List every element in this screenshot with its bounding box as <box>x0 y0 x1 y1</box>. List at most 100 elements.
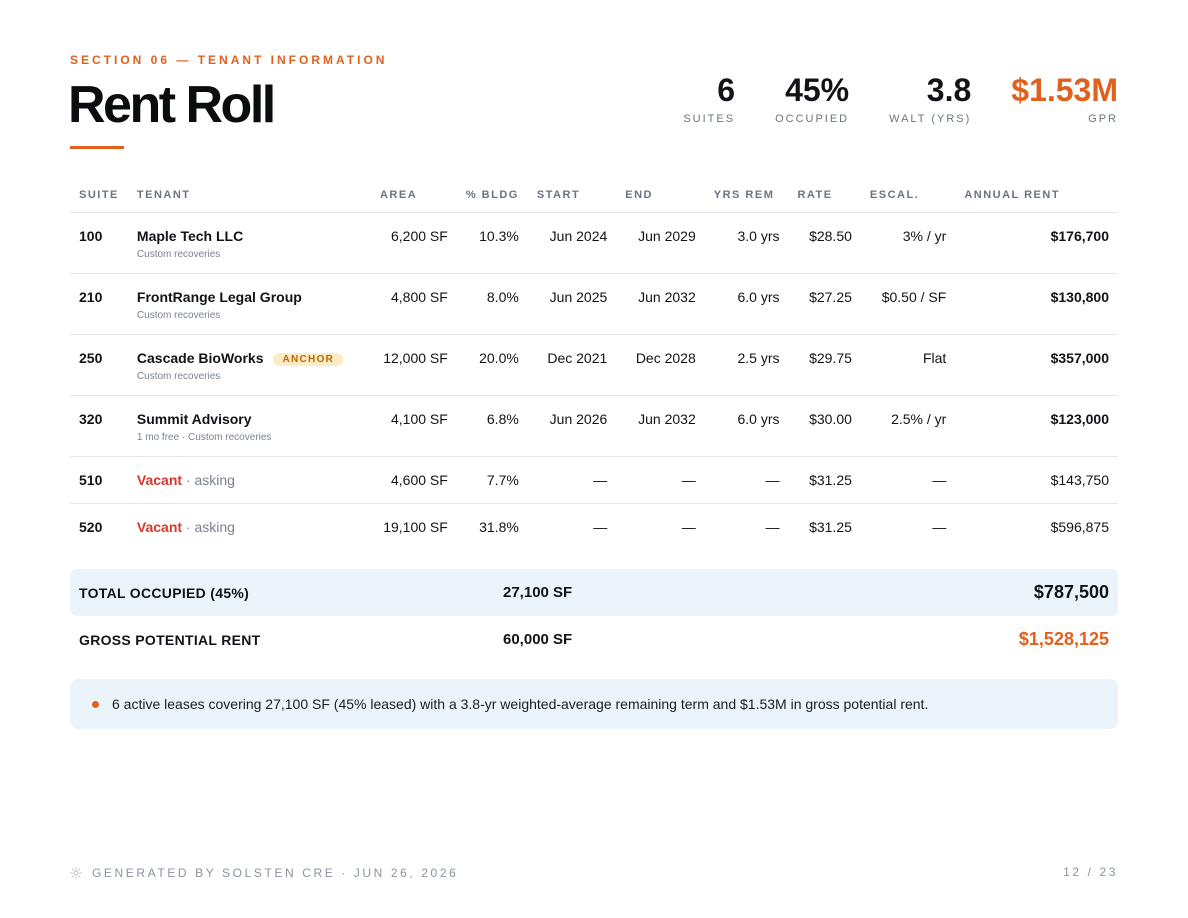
kpi-label: SUITES <box>683 113 736 125</box>
table-row: 510 Vacant · asking 4,600 SF 7.7% — — — … <box>70 456 1118 504</box>
start-cell: — <box>527 456 617 504</box>
pct-cell: 7.7% <box>456 456 528 504</box>
start-cell: Dec 2021 <box>527 334 617 396</box>
tenant-note: 1 mo free · Custom recoveries <box>136 431 272 443</box>
total-occupied-label: TOTAL OCCUPIED (45%) <box>79 585 250 601</box>
column-header-yrs-rem: YRS REM <box>704 178 789 213</box>
kpi-walt: 3.8 WALT (YRS) <box>889 72 971 125</box>
annual-rent-cell: $596,875 <box>1050 518 1109 535</box>
table-row: 520 Vacant · asking 19,100 SF 31.8% — — … <box>70 503 1118 550</box>
asking-label: · asking <box>182 518 235 535</box>
tenant-name: Cascade BioWorks <box>136 349 264 366</box>
end-cell: Jun 2032 <box>616 395 705 457</box>
kpi-strip: 6 SUITES 45% OCCUPIED 3.8 WALT (YRS) $1.… <box>683 72 1118 125</box>
annual-rent-cell: $176,700 <box>955 212 1118 274</box>
gross-potential-rent-row: GROSS POTENTIAL RENT 60,000 SF $1,528,12… <box>70 616 1118 663</box>
page-number: 12 / 23 <box>1063 865 1118 879</box>
gross-potential-label: GROSS POTENTIAL RENT <box>79 632 261 648</box>
suite-cell: 510 <box>70 456 128 504</box>
yrs-rem-cell: 3.0 yrs <box>704 212 789 274</box>
gross-potential-rent: $1,528,125 <box>1018 629 1109 649</box>
kpi-value: 3.8 <box>926 72 972 108</box>
column-header-pct-bldg: % BLDG <box>456 178 528 213</box>
pct-cell: 6.8% <box>456 395 528 457</box>
start-cell: Jun 2026 <box>527 395 617 457</box>
tenant-cell: FrontRange Legal Group Custom recoveries <box>127 273 371 335</box>
rent-roll-table: SUITE TENANT AREA % BLDG START END YRS R… <box>70 178 1118 550</box>
escal-cell: $0.50 / SF <box>860 273 956 335</box>
area-cell: 4,600 SF <box>370 456 457 504</box>
footer-text: GENERATED BY SOLSTEN CRE · JUN 26, 2026 <box>92 866 459 880</box>
kpi-label: GPR <box>1088 113 1118 125</box>
start-cell: Jun 2025 <box>527 273 617 335</box>
area-cell: 4,100 SF <box>370 395 457 457</box>
pct-cell: 8.0% <box>456 273 528 335</box>
suite-cell: 210 <box>70 273 128 335</box>
anchor-badge: ANCHOR <box>273 352 344 366</box>
title-underline <box>70 146 124 149</box>
tenant-name: Maple Tech LLC <box>136 227 244 244</box>
gross-potential-area: 60,000 SF <box>503 631 573 648</box>
annual-rent-cell: $357,000 <box>955 334 1118 396</box>
tenant-name: Summit Advisory <box>136 410 252 427</box>
rate-cell: $31.25 <box>809 518 852 535</box>
yrs-rem-cell: — <box>765 518 780 535</box>
column-header-area: AREA <box>370 178 457 213</box>
sun-logo-icon <box>70 867 82 879</box>
yrs-rem-cell: 6.0 yrs <box>704 395 789 457</box>
kpi-value: 6 <box>717 72 736 108</box>
tenant-cell: Cascade BioWorks ANCHOR Custom recoveries <box>127 334 371 396</box>
rate-cell: $31.25 <box>788 456 861 504</box>
column-header-end: END <box>616 178 705 213</box>
area-cell: 6,200 SF <box>370 212 457 274</box>
end-cell: Jun 2032 <box>616 273 705 335</box>
footer: GENERATED BY SOLSTEN CRE · JUN 26, 2026 <box>70 866 458 880</box>
pct-cell: 10.3% <box>456 212 528 274</box>
suite-cell: 100 <box>70 212 128 274</box>
suite-cell: 320 <box>70 395 128 457</box>
suite-cell: 250 <box>70 334 128 396</box>
kpi-label: OCCUPIED <box>775 113 850 125</box>
annual-rent-cell: $143,750 <box>955 456 1118 504</box>
kpi-occupied: 45% OCCUPIED <box>775 72 849 125</box>
start-cell: — <box>593 518 608 535</box>
column-header-rate: RATE <box>788 178 861 213</box>
yrs-rem-cell: — <box>704 456 789 504</box>
tenant-note: Custom recoveries <box>136 309 221 321</box>
page-title: Rent Roll <box>68 76 276 134</box>
suite-cell: 520 <box>79 518 103 535</box>
rate-cell: $29.75 <box>788 334 861 396</box>
annual-rent-cell: $123,000 <box>955 395 1118 457</box>
tenant-cell: Vacant · asking <box>128 503 371 550</box>
tenant-cell: Summit Advisory 1 mo free · Custom recov… <box>127 395 371 457</box>
area-cell: 4,800 SF <box>370 273 457 335</box>
kpi-label: WALT (YRS) <box>889 113 972 125</box>
vacant-label: Vacant <box>136 471 183 488</box>
table-row: 210 FrontRange Legal Group Custom recove… <box>70 273 1118 335</box>
tenant-cell: Vacant · asking <box>127 456 371 504</box>
end-cell: Dec 2028 <box>616 334 705 396</box>
kpi-gpr: $1.53M GPR <box>1011 72 1118 125</box>
bullet-dot-icon <box>92 701 99 708</box>
escal-cell: — <box>932 518 947 535</box>
escal-cell: Flat <box>860 334 956 396</box>
area-cell: 19,100 SF <box>383 518 448 535</box>
pct-cell: 20.0% <box>456 334 528 396</box>
tenant-name: FrontRange Legal Group <box>136 288 302 305</box>
asking-label: · asking <box>182 471 235 488</box>
column-header-annual-rent: ANNUAL RENT <box>955 178 1118 213</box>
section-eyebrow: SECTION 06 — TENANT INFORMATION <box>70 53 388 67</box>
kpi-suites: 6 SUITES <box>683 72 735 125</box>
rate-cell: $30.00 <box>788 395 861 457</box>
pct-cell: 31.8% <box>479 518 519 535</box>
area-cell: 12,000 SF <box>370 334 457 396</box>
escal-cell: 3% / yr <box>860 212 956 274</box>
total-occupied-row: TOTAL OCCUPIED (45%) 27,100 SF $787,500 <box>70 569 1118 616</box>
kpi-value: $1.53M <box>1011 72 1118 108</box>
start-cell: Jun 2024 <box>527 212 617 274</box>
column-header-suite: SUITE <box>70 178 128 213</box>
summary-note: 6 active leases covering 27,100 SF (45% … <box>70 679 1118 729</box>
tenant-note: Custom recoveries <box>136 370 221 382</box>
yrs-rem-cell: 6.0 yrs <box>704 273 789 335</box>
rate-cell: $27.25 <box>788 273 861 335</box>
